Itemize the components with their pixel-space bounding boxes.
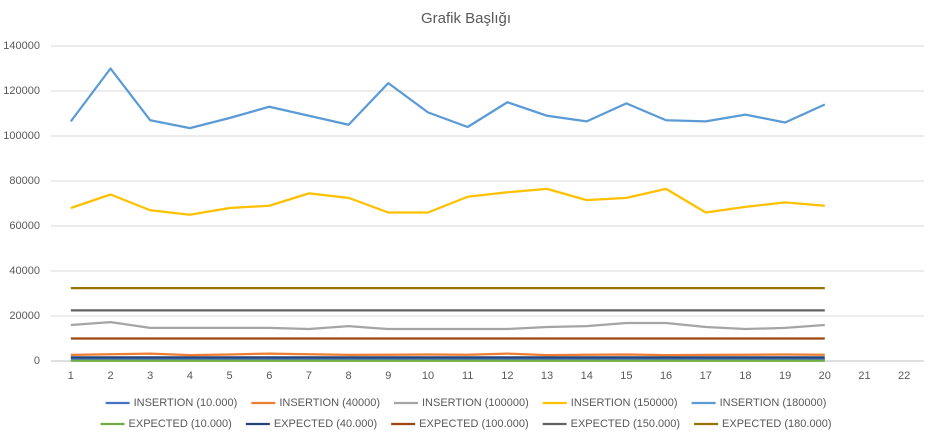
x-tick-label: 19 [779,370,791,382]
x-tick-label: 20 [819,370,831,382]
x-tick-label: 9 [385,370,391,382]
y-tick-label: 20000 [9,310,40,322]
legend-label: INSERTION (100000) [422,397,529,409]
y-tick-label: 40000 [9,265,40,277]
x-tick-label: 18 [739,370,751,382]
legend-label: INSERTION (150000) [571,397,678,409]
x-tick-label: 21 [858,370,870,382]
y-tick-label: 60000 [9,220,40,232]
legend-label: EXPECTED (40.000) [274,418,377,430]
x-tick-label: 14 [581,370,593,382]
x-tick-label: 10 [422,370,434,382]
y-tick-label: 0 [34,355,40,367]
legend-label: INSERTION (180000) [720,397,827,409]
legend-label: INSERTION (40000) [279,397,380,409]
x-tick-label: 3 [147,370,153,382]
y-tick-label: 80000 [9,175,40,187]
y-tick-label: 140000 [3,40,40,52]
x-tick-label: 4 [187,370,193,382]
x-tick-label: 16 [660,370,672,382]
x-tick-label: 12 [501,370,513,382]
x-tick-label: 7 [306,370,312,382]
x-tick-label: 5 [227,370,233,382]
y-tick-label: 120000 [3,85,40,97]
x-tick-label: 17 [700,370,712,382]
chart-title: Grafik Başlığı [421,10,511,27]
legend-label: EXPECTED (150.000) [571,418,680,430]
x-tick-label: 15 [620,370,632,382]
x-tick-label: 2 [107,370,113,382]
y-tick-label: 100000 [3,130,40,142]
legend-label: EXPECTED (10.000) [129,418,232,430]
series-line [70,352,825,357]
x-tick-label: 1 [68,370,74,382]
series-line [70,320,825,331]
x-tick-label: 13 [541,370,553,382]
legend-label: EXPECTED (180.000) [722,418,831,430]
x-tick-label: 6 [266,370,272,382]
legend-label: EXPECTED (100.000) [419,418,528,430]
x-tick-label: 22 [898,370,910,382]
series-line [69,67,826,130]
x-tick-label: 8 [346,370,352,382]
x-tick-label: 11 [462,370,473,382]
legend-label: INSERTION (10.000) [134,397,238,409]
series-line [70,187,825,216]
